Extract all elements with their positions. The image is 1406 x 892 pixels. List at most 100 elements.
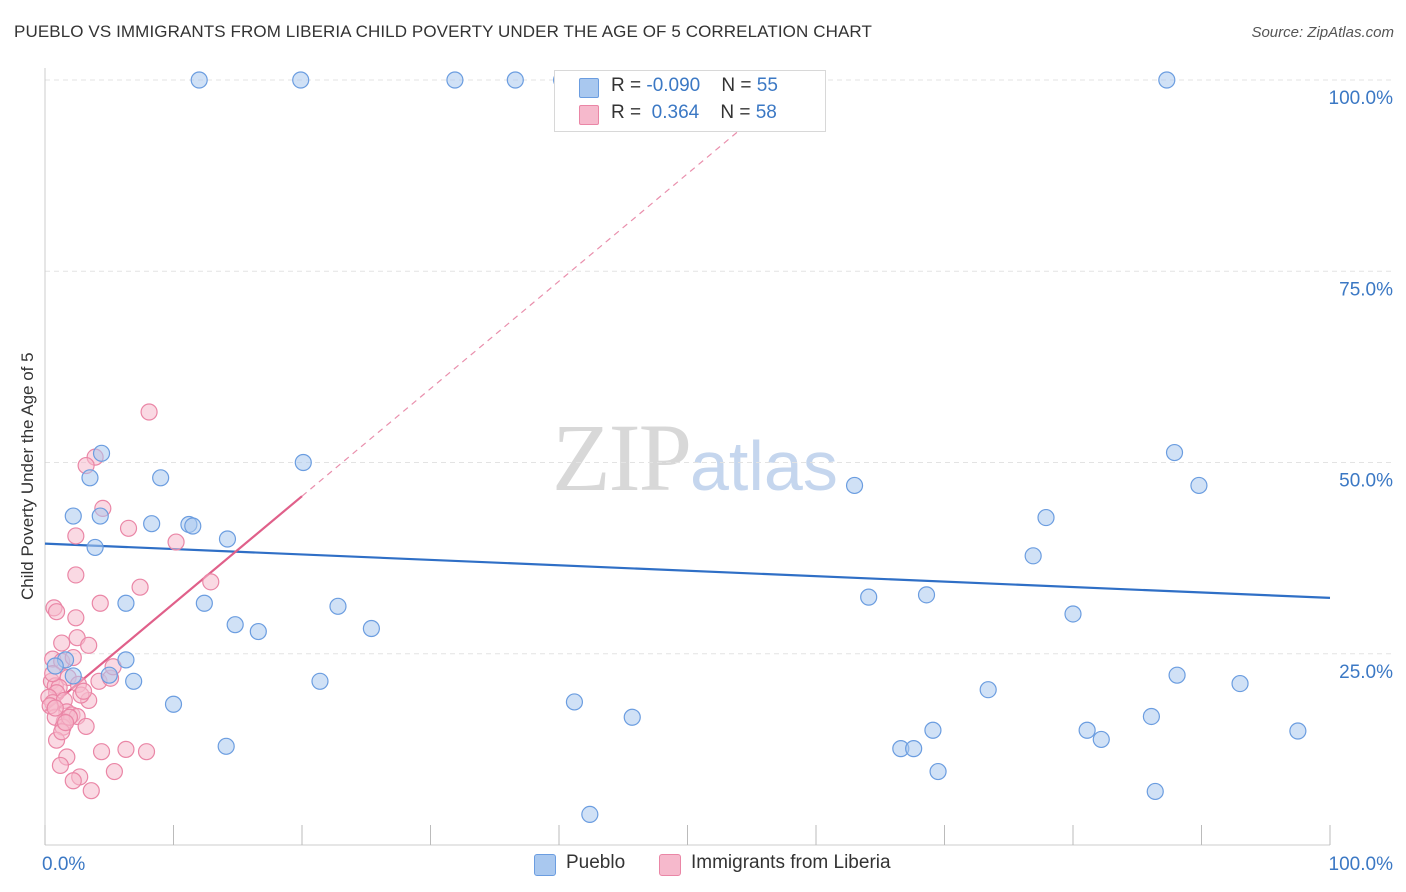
- liberia-point-37: [167, 533, 185, 551]
- legend-swatch-pueblo: [579, 78, 599, 98]
- bottom-legend-swatch-liberia: [659, 854, 681, 876]
- pueblo-point-29: [164, 695, 183, 713]
- legend-r-label: R =: [611, 102, 647, 123]
- liberia-point-10: [67, 609, 85, 627]
- pueblo-point-28: [64, 667, 82, 685]
- legend-r-label: R =: [611, 75, 647, 96]
- pueblo-point-54: [581, 805, 599, 824]
- legend-r-value-liberia: 0.364: [646, 102, 700, 123]
- pueblo-point-16: [218, 530, 237, 548]
- x-tick-label-0: 0.0%: [42, 854, 85, 875]
- pueblo-point-32: [565, 693, 584, 711]
- pueblo-point-1: [292, 71, 310, 89]
- pueblo-point-13: [143, 515, 161, 533]
- pueblo-point-38: [1064, 605, 1082, 623]
- pueblo-point-26: [100, 666, 118, 684]
- trend-line-liberia: [44, 495, 303, 712]
- pueblo-point-53: [1146, 782, 1164, 801]
- pueblo-point-52: [929, 762, 947, 781]
- pueblo-point-2: [446, 71, 464, 89]
- pueblo-point-22: [362, 619, 380, 638]
- liberia-point-40: [92, 743, 111, 761]
- pueblo-point-35: [860, 588, 878, 606]
- pueblo-point-45: [924, 721, 942, 739]
- pueblo-point-34: [845, 476, 864, 495]
- x-tick-label-1: 100.0%: [1329, 854, 1394, 875]
- pueblo-point-43: [1168, 666, 1186, 684]
- trend-line-pueblo: [44, 542, 1331, 600]
- pueblo-point-41: [979, 681, 997, 699]
- pueblo-point-46: [1142, 707, 1160, 726]
- watermark: ZIPatlas: [552, 402, 838, 513]
- legend-text-liberia: R = 0.364 N = 58: [611, 102, 777, 124]
- liberia-point-35: [131, 578, 149, 596]
- pueblo-point-0: [190, 71, 208, 89]
- liberia-point-8: [47, 603, 66, 621]
- legend-n-value-liberia: 58: [755, 102, 777, 123]
- pueblo-point-33: [623, 708, 641, 726]
- pueblo-point-47: [1289, 722, 1307, 740]
- liberia-point-41: [77, 717, 95, 736]
- y-tick-label-2: 75.0%: [1339, 279, 1393, 300]
- grid: [45, 79, 1392, 655]
- pueblo-point-24: [117, 651, 135, 669]
- pueblo-point-49: [1078, 721, 1096, 739]
- liberia-point-55: [56, 713, 75, 732]
- pueblo-point-8: [152, 469, 170, 487]
- liberia-point-52: [82, 782, 100, 800]
- liberia-point-45: [51, 756, 70, 775]
- trend-line-liberia-extension: [301, 79, 800, 497]
- liberia-point-39: [117, 740, 135, 758]
- source-label: Source: ZipAtlas.com: [1251, 24, 1394, 41]
- pueblo-point-39: [1165, 443, 1184, 462]
- pueblo-point-25: [46, 657, 64, 675]
- liberia-point-53: [105, 762, 123, 781]
- pueblo-point-5: [1158, 71, 1176, 89]
- watermark-atlas: atlas: [690, 427, 838, 505]
- watermark-zip: ZIP: [552, 404, 692, 511]
- liberia-point-16: [80, 636, 98, 654]
- pueblo-point-11: [91, 507, 109, 525]
- pueblo-point-6: [81, 469, 99, 487]
- pueblo-point-48: [1092, 730, 1110, 749]
- liberia-point-0: [140, 403, 158, 421]
- y-tick-label-0: 25.0%: [1339, 662, 1393, 683]
- pueblo-point-51: [905, 740, 923, 758]
- series-pueblo: [46, 71, 1307, 824]
- pueblo-point-14: [184, 517, 202, 535]
- pueblo-point-30: [311, 672, 329, 690]
- pueblo-point-42: [1024, 547, 1042, 565]
- legend-swatch-liberia: [579, 105, 599, 125]
- pueblo-point-40: [1190, 476, 1208, 495]
- pueblo-point-18: [195, 594, 213, 612]
- pueblo-point-17: [117, 594, 135, 612]
- liberia-point-43: [64, 772, 82, 790]
- chart-title: PUEBLO VS IMMIGRANTS FROM LIBERIA CHILD …: [14, 22, 872, 41]
- liberia-point-5: [119, 519, 138, 537]
- y-axis-label: Child Poverty Under the Age of 5: [18, 352, 37, 600]
- pueblo-point-27: [125, 672, 143, 690]
- bottom-legend-label-liberia: Immigrants from Liberia: [691, 852, 891, 873]
- pueblo-point-3: [506, 71, 524, 89]
- legend-n-label: N =: [720, 102, 756, 123]
- axes: [44, 68, 1331, 846]
- liberia-point-48: [46, 699, 64, 717]
- legend-text-pueblo: R = -0.090 N = 55: [611, 75, 778, 97]
- legend-n-value-pueblo: 55: [756, 75, 778, 96]
- pueblo-point-31: [217, 737, 235, 755]
- liberia-point-54: [137, 743, 156, 761]
- correlation-legend: R = -0.090 N = 55 R = 0.364 N = 58: [554, 70, 826, 132]
- bottom-legend-swatch-pueblo: [534, 854, 556, 876]
- y-tick-label-3: 100.0%: [1329, 88, 1394, 109]
- tick-labels: 25.0% 50.0% 75.0% 100.0% 0.0% 100.0%: [42, 88, 1393, 875]
- legend-r-value-pueblo: -0.090: [646, 75, 701, 96]
- pueblo-point-20: [226, 616, 244, 634]
- bottom-legend-label-pueblo: Pueblo: [566, 852, 626, 873]
- pueblo-point-19: [329, 597, 347, 615]
- liberia-point-56: [74, 682, 93, 700]
- liberia-point-12: [53, 634, 71, 652]
- pueblo-point-44: [1231, 674, 1249, 693]
- pueblo-point-21: [249, 622, 267, 641]
- liberia-point-4: [67, 566, 85, 584]
